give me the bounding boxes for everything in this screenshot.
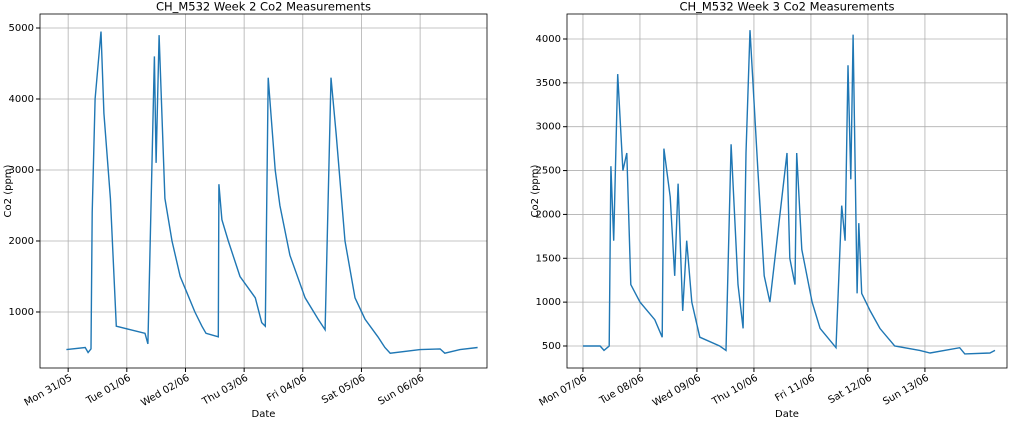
y-tick-label: 2000 xyxy=(536,209,561,220)
x-tick-label: Wed 09/06 xyxy=(651,373,703,409)
x-axis-label: Date xyxy=(252,409,276,420)
x-tick-label: Mon 31/05 xyxy=(23,373,74,409)
chart-title: CH_M532 Week 2 Co2 Measurements xyxy=(156,0,371,14)
x-tick-label: Sun 06/06 xyxy=(376,373,426,408)
y-axis-label: Co2 (ppm) xyxy=(530,164,541,217)
data-line xyxy=(583,30,996,355)
x-tick-label: Sun 13/06 xyxy=(881,373,931,408)
y-tick-label: 1000 xyxy=(536,297,561,308)
y-tick-label: 3000 xyxy=(9,165,34,176)
plot-frame xyxy=(39,13,488,369)
x-tick-label: Sat 05/06 xyxy=(320,373,367,407)
y-tick-label: 1500 xyxy=(536,253,561,264)
y-tick-label: 1000 xyxy=(9,307,34,318)
y-tick-label: 5000 xyxy=(9,23,34,34)
plot-frame xyxy=(566,13,1008,369)
x-tick-label: Thu 03/06 xyxy=(200,373,250,408)
x-tick-label: Thu 10/06 xyxy=(710,373,760,408)
y-tick-label: 500 xyxy=(542,341,561,352)
x-tick-label: Mon 07/06 xyxy=(537,373,588,409)
y-tick-label: 3500 xyxy=(536,78,561,89)
y-tick-label: 3000 xyxy=(536,122,561,133)
y-tick-label: 4000 xyxy=(536,34,561,45)
x-tick-label: Sat 12/06 xyxy=(827,373,874,407)
x-tick-label: Wed 02/06 xyxy=(139,373,191,409)
y-tick-label: 4000 xyxy=(9,94,34,105)
x-tick-label: Tue 01/06 xyxy=(84,373,133,408)
y-axis-label: Co2 (ppm) xyxy=(3,164,14,217)
x-tick-label: Fri 11/06 xyxy=(773,373,817,404)
data-line xyxy=(66,31,478,354)
chart-title: CH_M532 Week 3 Co2 Measurements xyxy=(679,0,894,14)
x-tick-label: Tue 08/06 xyxy=(597,373,646,408)
x-axis-label: Date xyxy=(775,409,799,420)
y-tick-label: 2500 xyxy=(536,166,561,177)
y-tick-label: 2000 xyxy=(9,236,34,247)
x-tick-label: Fri 04/06 xyxy=(265,373,309,404)
